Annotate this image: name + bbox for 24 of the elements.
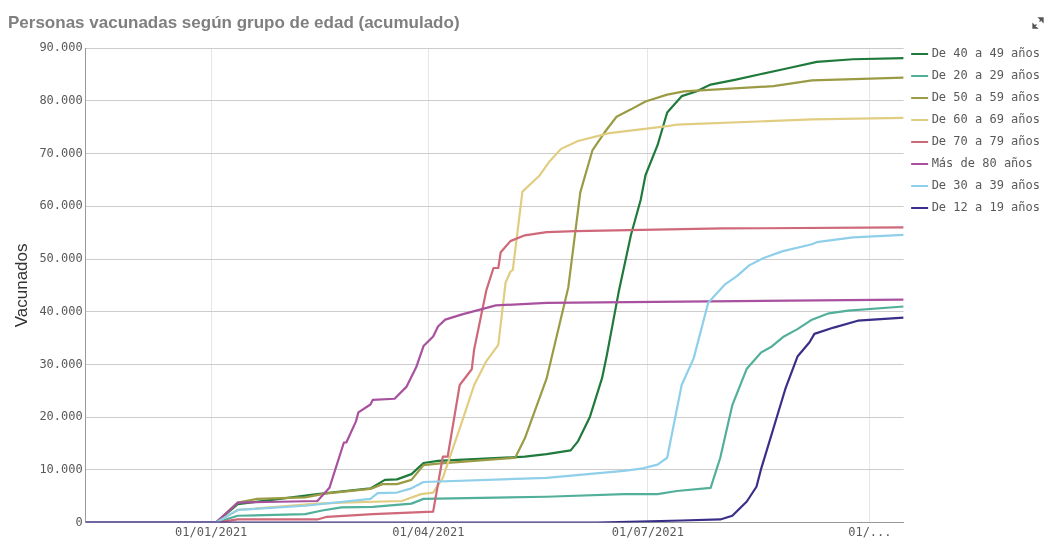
y-tick-label: 60.000 — [39, 198, 83, 213]
legend-label: De 60 a 69 años — [931, 112, 1041, 127]
legend-label: De 70 a 79 años — [931, 134, 1041, 149]
y-tick-label: 70.000 — [39, 145, 83, 160]
y-tick-label: 20.000 — [39, 409, 83, 424]
y-tick-label: 40.000 — [39, 303, 83, 318]
y-axis-title: Vacunados — [11, 243, 31, 328]
legend-label: De 30 a 39 años — [931, 178, 1041, 193]
legend-label: De 50 a 59 años — [931, 90, 1041, 105]
y-tick-label: 50.000 — [39, 251, 83, 266]
x-tick-label: 01/... — [848, 524, 892, 539]
y-tick-label: 30.000 — [39, 356, 83, 371]
legend-label: De 12 a 19 años — [931, 200, 1041, 215]
x-tick-label: 01/01/2021 — [175, 524, 248, 539]
x-tick-label: 01/04/2021 — [392, 524, 465, 539]
y-tick-label: 10.000 — [39, 462, 83, 477]
x-tick-label: 01/07/2021 — [611, 524, 685, 539]
legend-label: De 40 a 49 años — [931, 46, 1041, 61]
y-tick-label: 0 — [75, 514, 83, 529]
chart-title: Personas vacunadas según grupo de edad (acumulado) — [8, 13, 460, 33]
y-tick-label: 80.000 — [39, 93, 83, 108]
legend-label: De 20 a 29 años — [931, 68, 1041, 83]
legend-label: Más de 80 años — [931, 156, 1033, 171]
y-tick-label: 90.000 — [39, 40, 83, 55]
